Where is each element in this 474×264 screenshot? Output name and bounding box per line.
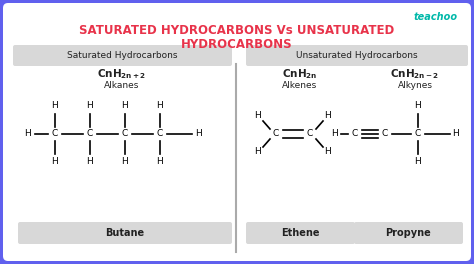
Text: Alkanes: Alkanes: [104, 82, 140, 91]
Text: C: C: [352, 130, 358, 139]
Text: H: H: [87, 101, 93, 111]
Text: C: C: [87, 130, 93, 139]
Text: H: H: [156, 101, 164, 111]
Text: C: C: [122, 130, 128, 139]
Text: H: H: [255, 111, 261, 120]
FancyBboxPatch shape: [246, 222, 355, 244]
Text: H: H: [52, 101, 58, 111]
FancyBboxPatch shape: [13, 45, 232, 66]
Text: Ethene: Ethene: [281, 228, 319, 238]
Text: H: H: [122, 158, 128, 167]
FancyBboxPatch shape: [3, 3, 471, 261]
Text: H: H: [332, 130, 338, 139]
Text: H: H: [122, 101, 128, 111]
Text: teachoo: teachoo: [414, 12, 458, 22]
Text: Alkynes: Alkynes: [398, 82, 432, 91]
Text: $\mathbf{CnH_{2n+2}}$: $\mathbf{CnH_{2n+2}}$: [97, 67, 146, 81]
Text: H: H: [255, 148, 261, 157]
Text: H: H: [325, 148, 331, 157]
Text: H: H: [25, 130, 31, 139]
FancyBboxPatch shape: [354, 222, 463, 244]
Text: C: C: [382, 130, 388, 139]
Text: H: H: [325, 111, 331, 120]
FancyBboxPatch shape: [18, 222, 232, 244]
Text: SATURATED HYDROCARBONS Vs UNSATURATED: SATURATED HYDROCARBONS Vs UNSATURATED: [79, 25, 395, 37]
FancyBboxPatch shape: [246, 45, 468, 66]
Text: $\mathbf{CnH_{2n}}$: $\mathbf{CnH_{2n}}$: [282, 67, 318, 81]
Text: H: H: [196, 130, 202, 139]
Text: H: H: [415, 158, 421, 167]
Text: C: C: [52, 130, 58, 139]
Text: HYDROCARBONS: HYDROCARBONS: [181, 37, 293, 50]
Text: $\mathbf{CnH_{2n-2}}$: $\mathbf{CnH_{2n-2}}$: [391, 67, 440, 81]
Text: Saturated Hydrocarbons: Saturated Hydrocarbons: [67, 50, 177, 59]
Text: Unsaturated Hydrocarbons: Unsaturated Hydrocarbons: [296, 50, 418, 59]
Text: C: C: [157, 130, 163, 139]
Text: C: C: [307, 130, 313, 139]
Text: Butane: Butane: [105, 228, 145, 238]
Text: H: H: [415, 101, 421, 111]
Text: Alkenes: Alkenes: [283, 82, 318, 91]
Text: Propyne: Propyne: [385, 228, 431, 238]
Text: C: C: [273, 130, 279, 139]
Text: C: C: [415, 130, 421, 139]
Text: H: H: [52, 158, 58, 167]
Text: H: H: [87, 158, 93, 167]
Text: H: H: [156, 158, 164, 167]
Text: H: H: [453, 130, 459, 139]
